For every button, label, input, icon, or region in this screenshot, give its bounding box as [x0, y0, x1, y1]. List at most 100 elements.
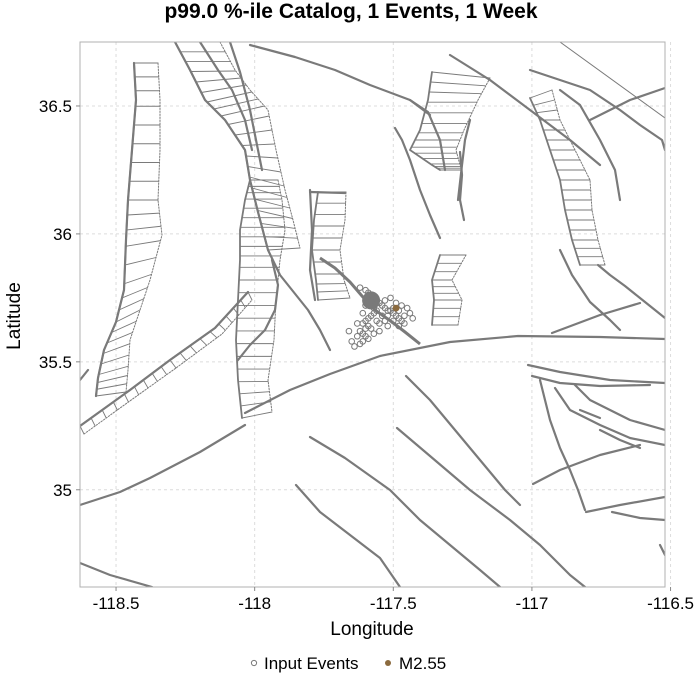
- fault-rung: [195, 77, 242, 83]
- fault-lower-edge: [267, 179, 286, 413]
- fault-rung: [151, 372, 158, 382]
- fault-trace: [198, 42, 254, 152]
- legend-label-m255: M2.55: [399, 654, 446, 673]
- fault-rung: [247, 291, 253, 301]
- fault-rung: [199, 338, 208, 346]
- fault-rung: [232, 307, 240, 316]
- fault-rung: [189, 345, 197, 354]
- y-tick-label: 36.5: [39, 97, 72, 116]
- fault-rung: [240, 401, 272, 407]
- input-event-marker: [365, 335, 372, 343]
- fault-rung: [247, 166, 282, 173]
- fault-rung: [206, 91, 253, 103]
- fault-rung: [241, 143, 276, 146]
- x-tick-label: -117.5: [370, 594, 417, 613]
- mainshock-marker: [392, 304, 400, 312]
- dipping-fault: [409, 71, 491, 171]
- fault-trace: [243, 334, 665, 415]
- fault-rung: [169, 359, 177, 369]
- fault-rung: [179, 352, 187, 361]
- fault-rung: [142, 379, 149, 389]
- fault-rung: [121, 287, 148, 299]
- event-markers: [319, 256, 421, 350]
- fault-trace: [553, 386, 665, 447]
- fault-rung: [101, 409, 107, 419]
- fault-rung: [431, 71, 491, 79]
- fault-rung: [267, 247, 301, 251]
- fault-upper-edge: [431, 254, 441, 326]
- fault-rung: [111, 320, 137, 333]
- fault-rung: [257, 209, 294, 219]
- legend-marker-input-events: [250, 659, 258, 667]
- legend-label-input-events: Input Events: [264, 654, 359, 673]
- fault-trace: [558, 88, 622, 202]
- input-event-marker: [381, 297, 389, 304]
- input-event-marker: [398, 302, 405, 309]
- fault-rung: [317, 297, 351, 301]
- fault-rung: [118, 298, 145, 311]
- input-event-marker: [370, 304, 378, 312]
- fault-rung: [260, 222, 296, 229]
- x-axis-label: Longitude: [330, 619, 413, 640]
- fault-rung: [133, 386, 140, 396]
- fault-trace: [458, 150, 466, 222]
- fault-rung: [95, 391, 127, 397]
- input-event-marker: [348, 338, 356, 345]
- input-event-marker: [381, 317, 389, 325]
- fault-trace: [658, 543, 665, 557]
- fault-trace: [584, 495, 665, 514]
- input-event-marker: [401, 312, 408, 320]
- x-axis-ticks: -118.5 -118 -117.5 -117 -116.5: [93, 587, 694, 613]
- input-event-marker: [384, 322, 392, 330]
- fault-trace: [538, 378, 587, 512]
- fault-rung: [430, 81, 487, 87]
- fault-trace: [80, 423, 247, 507]
- input-event-marker: [389, 317, 397, 325]
- fault-trace: [80, 368, 90, 382]
- fault-rung: [428, 91, 482, 95]
- fault-rung: [249, 176, 285, 187]
- fault-rung: [225, 315, 233, 324]
- input-event-marker: [353, 320, 361, 327]
- fault-rung: [239, 391, 270, 395]
- x-tick-label: -116.5: [647, 594, 694, 613]
- input-event-marker: [403, 304, 411, 312]
- legend-marker-m255: [385, 660, 391, 666]
- fault-trace: [610, 510, 665, 522]
- fault-trace: [236, 258, 280, 362]
- fault-trace: [308, 188, 317, 302]
- y-tick-label: 35.5: [39, 353, 72, 372]
- fault-rung: [234, 129, 273, 136]
- fault-rung: [123, 273, 152, 285]
- input-event-marker: [359, 309, 367, 317]
- fault-lines: [80, 42, 665, 587]
- input-event-marker: [351, 343, 358, 350]
- fault-rung: [80, 425, 85, 435]
- fault-rung: [245, 155, 279, 159]
- fault-rung: [102, 343, 131, 354]
- dipping-fault: [95, 62, 163, 397]
- fault-trace: [80, 561, 154, 587]
- legend: Input Events M2.55: [250, 654, 446, 673]
- x-tick-label: -117: [516, 594, 549, 613]
- input-event-marker: [356, 340, 364, 348]
- dipping-fault: [80, 291, 253, 435]
- fault-trace: [530, 374, 652, 388]
- dipping-fault: [431, 254, 467, 326]
- fault-rung: [126, 225, 162, 231]
- fault-lower-edge: [451, 254, 467, 326]
- fault-trace: [531, 443, 642, 486]
- input-event-marker: [376, 327, 383, 335]
- dipping-fault: [174, 42, 301, 251]
- fault-trace: [550, 301, 642, 335]
- fault-rung: [200, 84, 247, 93]
- input-event-marker: [345, 327, 353, 335]
- fault-rung: [220, 105, 265, 117]
- fault-rung: [213, 98, 259, 110]
- fault-rung: [123, 393, 129, 403]
- fault-trace: [588, 86, 665, 122]
- input-event-marker: [367, 325, 375, 332]
- fault-rung: [227, 115, 270, 125]
- fault-rung: [532, 99, 556, 106]
